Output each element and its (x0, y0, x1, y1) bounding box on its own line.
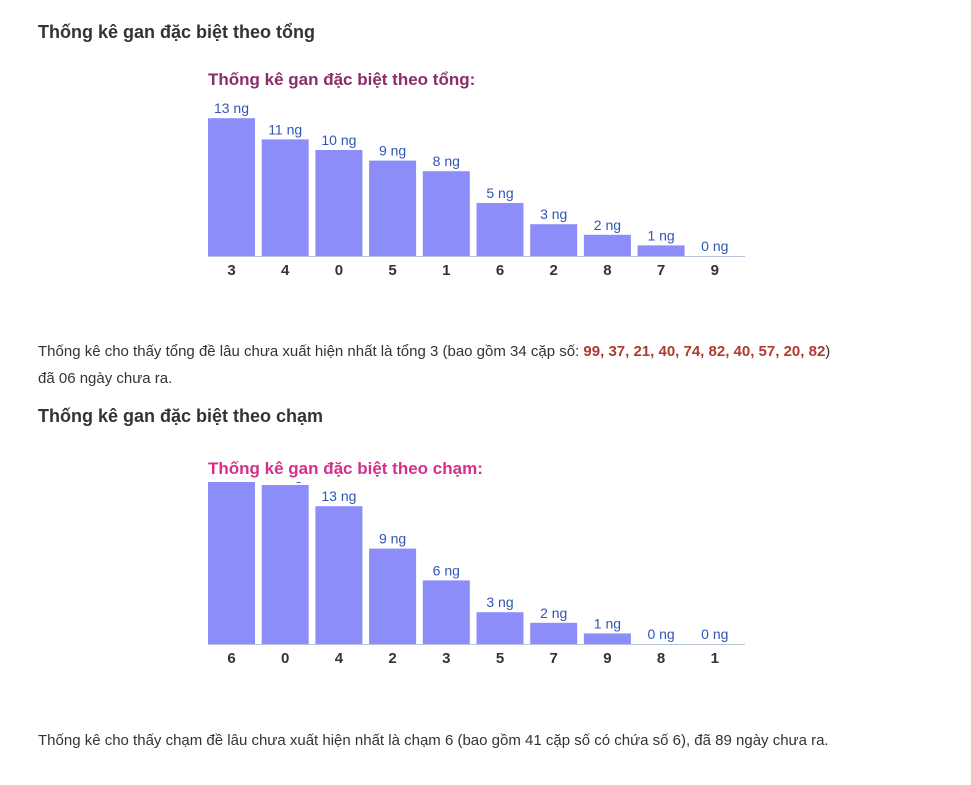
bar-3 (422, 580, 470, 644)
value-label-7: 2 ng (540, 605, 567, 621)
value-label-6: 5 ng (486, 185, 513, 201)
value-label-7: 1 ng (647, 227, 674, 243)
bar-4 (261, 139, 309, 256)
value-label-1: 8 ng (433, 153, 460, 169)
value-label-8: 0 ng (647, 626, 674, 642)
value-label-2: 9 ng (379, 531, 406, 547)
chart-title-cham: Thống kê gan đặc biệt theo chạm: (208, 459, 483, 478)
category-label-3: 3 (442, 650, 450, 667)
section-title-tong: Thống kê gan đặc biệt theo tổng (38, 22, 315, 42)
bar-9 (583, 633, 631, 644)
value-label-4: 11 ng (268, 121, 302, 137)
category-label-5: 5 (388, 262, 396, 279)
bar-0 (315, 150, 363, 256)
section-title-cham: Thống kê gan đặc biệt theo chạm (38, 406, 324, 426)
value-label-1: 0 ng (701, 626, 728, 642)
category-label-0: 0 (335, 262, 343, 279)
category-label-6: 6 (496, 262, 504, 279)
value-label-9: 0 ng (701, 238, 728, 254)
bar-6 (476, 203, 524, 256)
summary-tong: Thống kê cho thấy tổng đề lâu chưa xuất … (38, 338, 938, 392)
category-label-2: 2 (388, 650, 396, 667)
bar-3 (208, 118, 255, 256)
value-label-5: 9 ng (379, 143, 406, 159)
category-label-9: 9 (603, 650, 611, 667)
category-label-9: 9 (711, 262, 719, 279)
summary-tong-line2: đã 06 ngày chưa ra. (38, 370, 173, 387)
summary-tong-numbers: 99, 37, 21, 40, 74, 82, 40, 57, 20, 82 (583, 343, 826, 360)
bar-5 (476, 612, 524, 644)
category-label-8: 8 (603, 262, 611, 279)
value-label-0: 10 ng (321, 132, 356, 148)
category-label-5: 5 (496, 650, 504, 667)
value-label-3: 13 ng (214, 100, 249, 116)
summary-tong-prefix: Thống kê cho thấy tổng đề lâu chưa xuất … (38, 343, 584, 360)
bar-2 (369, 548, 417, 644)
value-label-4: 13 ng (321, 488, 356, 504)
bar-8 (583, 234, 631, 256)
bar-7 (637, 245, 685, 256)
value-label-9: 1 ng (594, 615, 621, 631)
summary-cham: Thống kê cho thấy chạm đề lâu chưa xuất … (38, 732, 829, 749)
bar-4 (315, 506, 363, 644)
category-label-4: 4 (281, 262, 290, 279)
chart-title-tong: Thống kê gan đặc biệt theo tổng: (208, 70, 476, 89)
bar-5 (369, 160, 417, 256)
bar-chart-tong: 13 ng 3 11 ng 4 10 ng 0 9 ng 5 8 ng 1 5 ng 6 3 ng 2 2 … (208, 100, 745, 279)
bar-2 (530, 224, 578, 256)
value-label-5: 3 ng (486, 594, 513, 610)
category-label-6: 6 (227, 650, 235, 667)
bar-7 (530, 622, 578, 644)
category-label-3: 3 (227, 262, 235, 279)
value-label-2: 3 ng (540, 206, 567, 222)
value-label-8: 2 ng (594, 217, 621, 233)
value-label-3: 6 ng (433, 562, 460, 578)
category-label-4: 4 (335, 650, 344, 667)
value-label-0: 15 ng (268, 482, 303, 483)
category-label-7: 7 (550, 650, 558, 667)
category-label-8: 8 (657, 650, 665, 667)
category-label-2: 2 (550, 262, 558, 279)
bar-6 (208, 482, 255, 644)
category-label-1: 1 (711, 650, 719, 667)
bar-0 (261, 485, 309, 644)
category-label-7: 7 (657, 262, 665, 279)
category-label-1: 1 (442, 262, 450, 279)
summary-tong-suffix: ) (825, 343, 831, 360)
bar-1 (422, 171, 470, 256)
category-label-0: 0 (281, 650, 289, 667)
